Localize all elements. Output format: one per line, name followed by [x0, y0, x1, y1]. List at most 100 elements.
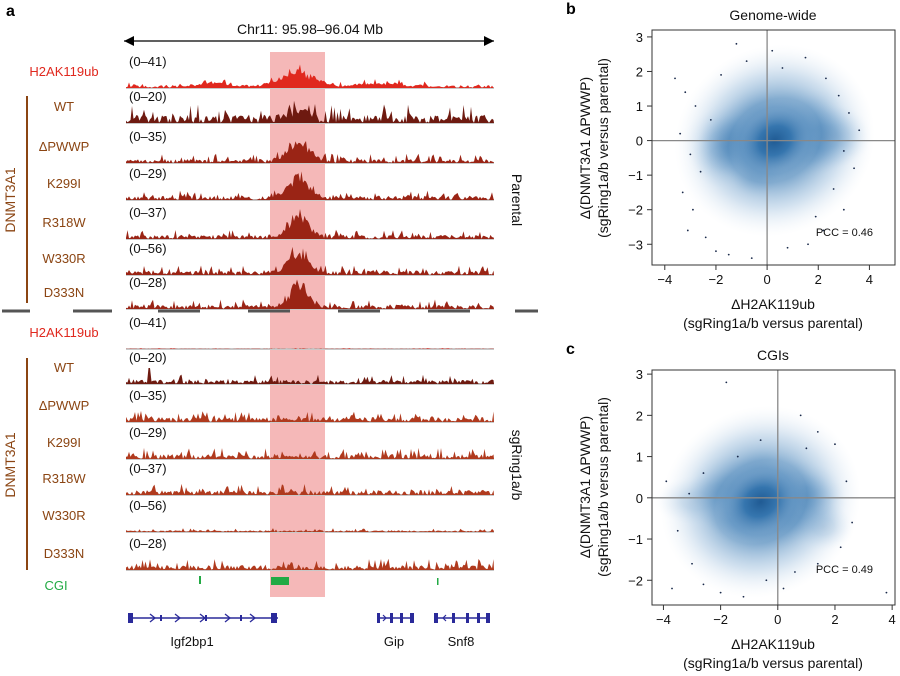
track-signal	[126, 528, 494, 532]
track-label: H2AK119ub	[29, 64, 98, 79]
scatter-point	[825, 77, 827, 80]
track-signal	[126, 447, 494, 459]
cgi-block	[199, 576, 201, 584]
scatter-point	[742, 595, 745, 598]
x-tick-label: 0	[763, 272, 770, 287]
track-range: (0–29)	[129, 425, 167, 440]
plot-border	[651, 369, 896, 606]
panel-a-label: a	[6, 3, 15, 20]
x-tick-label: −4	[657, 272, 672, 287]
scatter-point	[704, 236, 707, 239]
track-range: (0–37)	[129, 205, 167, 220]
x-tick-label: 0	[774, 612, 781, 627]
scatter-point	[745, 60, 748, 63]
track-container: H2AK119ub (0–41) WT (0–20) ΔPWWP (0–35) K299I (…	[29, 54, 494, 571]
y-tick-label: −2	[628, 203, 643, 218]
x-tick-label: 2	[831, 612, 838, 627]
track-range: (0–41)	[129, 315, 167, 330]
track-signal	[126, 64, 494, 88]
scatter-point	[759, 439, 762, 441]
scatter-point	[674, 77, 676, 80]
y-tick-label: 3	[636, 367, 643, 382]
pcc-annotation: PCC = 0.49	[816, 564, 873, 576]
scatter-point	[702, 472, 705, 474]
track-label: D333N	[44, 546, 84, 561]
scatter-point	[689, 153, 692, 156]
scatter-point	[794, 571, 796, 573]
track-range: (0–41)	[129, 54, 167, 69]
track-signal	[126, 483, 494, 495]
track-label: R318W	[42, 471, 86, 486]
chart-title: CGIs	[757, 347, 789, 363]
track-signal	[126, 279, 494, 309]
plot-border	[651, 29, 896, 266]
scatter-point	[786, 246, 789, 249]
scatter-point	[781, 67, 784, 69]
panel-b: b Genome-wide −4 −2 0 2 4 −3 −2 −1 0 1 2 3 ΔH2AK119…	[566, 1, 896, 331]
track-range: (0–35)	[129, 388, 167, 403]
scatter-point	[832, 188, 835, 190]
y-tick-label: −1	[628, 532, 643, 547]
scatter-point	[858, 129, 861, 132]
gene-gip	[377, 613, 414, 623]
track-label: ΔPWWP	[39, 139, 90, 154]
region-arrow	[124, 36, 494, 46]
scatter-point	[805, 447, 808, 450]
track-signal	[126, 368, 494, 384]
track-label: R318W	[42, 215, 86, 230]
track-label: W330R	[42, 508, 85, 523]
track-range: (0–28)	[129, 536, 167, 551]
track-range: (0–20)	[129, 350, 167, 365]
track-range: (0–20)	[129, 89, 167, 104]
scatter-point	[679, 132, 682, 135]
panel-a: a Chr11: 95.98–96.04 Mb H2AK119ub (0–41) W…	[2, 3, 538, 649]
panel-c: c CGIs −4 −2 0 2 4 −2 −1 0 1 2 3 ΔH2AK119ub (sgRin…	[566, 341, 896, 671]
scatter-point	[804, 56, 807, 59]
scatter-point	[725, 381, 728, 384]
scatter-point	[834, 443, 836, 446]
cgi-block	[271, 577, 289, 585]
track-label: K299I	[47, 176, 81, 191]
scatter-point	[671, 587, 673, 590]
y-tick-label: 0	[636, 134, 643, 149]
scatter-point	[837, 94, 840, 97]
x-tick-label: 4	[889, 612, 896, 627]
track-label: WT	[54, 99, 74, 114]
panel-c-label: c	[566, 341, 575, 358]
y-tick-label: −3	[628, 237, 643, 252]
scatter-point	[799, 414, 802, 417]
scatter-point	[694, 105, 697, 107]
chart-title: Genome-wide	[729, 7, 816, 23]
track-signal	[126, 348, 494, 349]
scatter-point	[665, 480, 668, 483]
scatter-point	[686, 229, 689, 232]
y-axis-label: Δ(DNMT3A1 ΔPWWP)	[577, 77, 593, 219]
y-tick-label: 1	[636, 450, 643, 465]
scatter-point	[765, 579, 768, 582]
track-signal	[126, 171, 494, 200]
x-tick-label: −2	[713, 612, 728, 627]
gene-label-snf8: Snf8	[448, 634, 475, 649]
track-label: H2AK119ub	[29, 325, 98, 340]
scatter-point	[735, 42, 738, 45]
scatter-plot-cgis: −4 −2 0 2 4 −2 −1 0 1 2 3	[628, 367, 896, 627]
scatter-point	[715, 250, 717, 253]
highlight-region	[270, 52, 325, 597]
x-tick-label: 2	[815, 272, 822, 287]
scatter-point	[691, 562, 693, 565]
y-tick-label: 3	[636, 30, 643, 45]
knockout-label: sgRing1a/b	[509, 430, 525, 501]
scatter-point	[807, 243, 809, 246]
scatter-point	[692, 208, 694, 211]
track-label: ΔPWWP	[39, 398, 90, 413]
scatter-point	[839, 546, 842, 549]
scatter-point	[845, 480, 848, 483]
scatter-point	[848, 112, 850, 114]
scatter-point	[702, 583, 705, 586]
region-label: Chr11: 95.98–96.04 Mb	[237, 21, 383, 37]
scatter-point	[719, 591, 722, 594]
scatter-point	[853, 167, 855, 170]
scatter-point	[816, 562, 819, 565]
track-label: WT	[54, 360, 74, 375]
